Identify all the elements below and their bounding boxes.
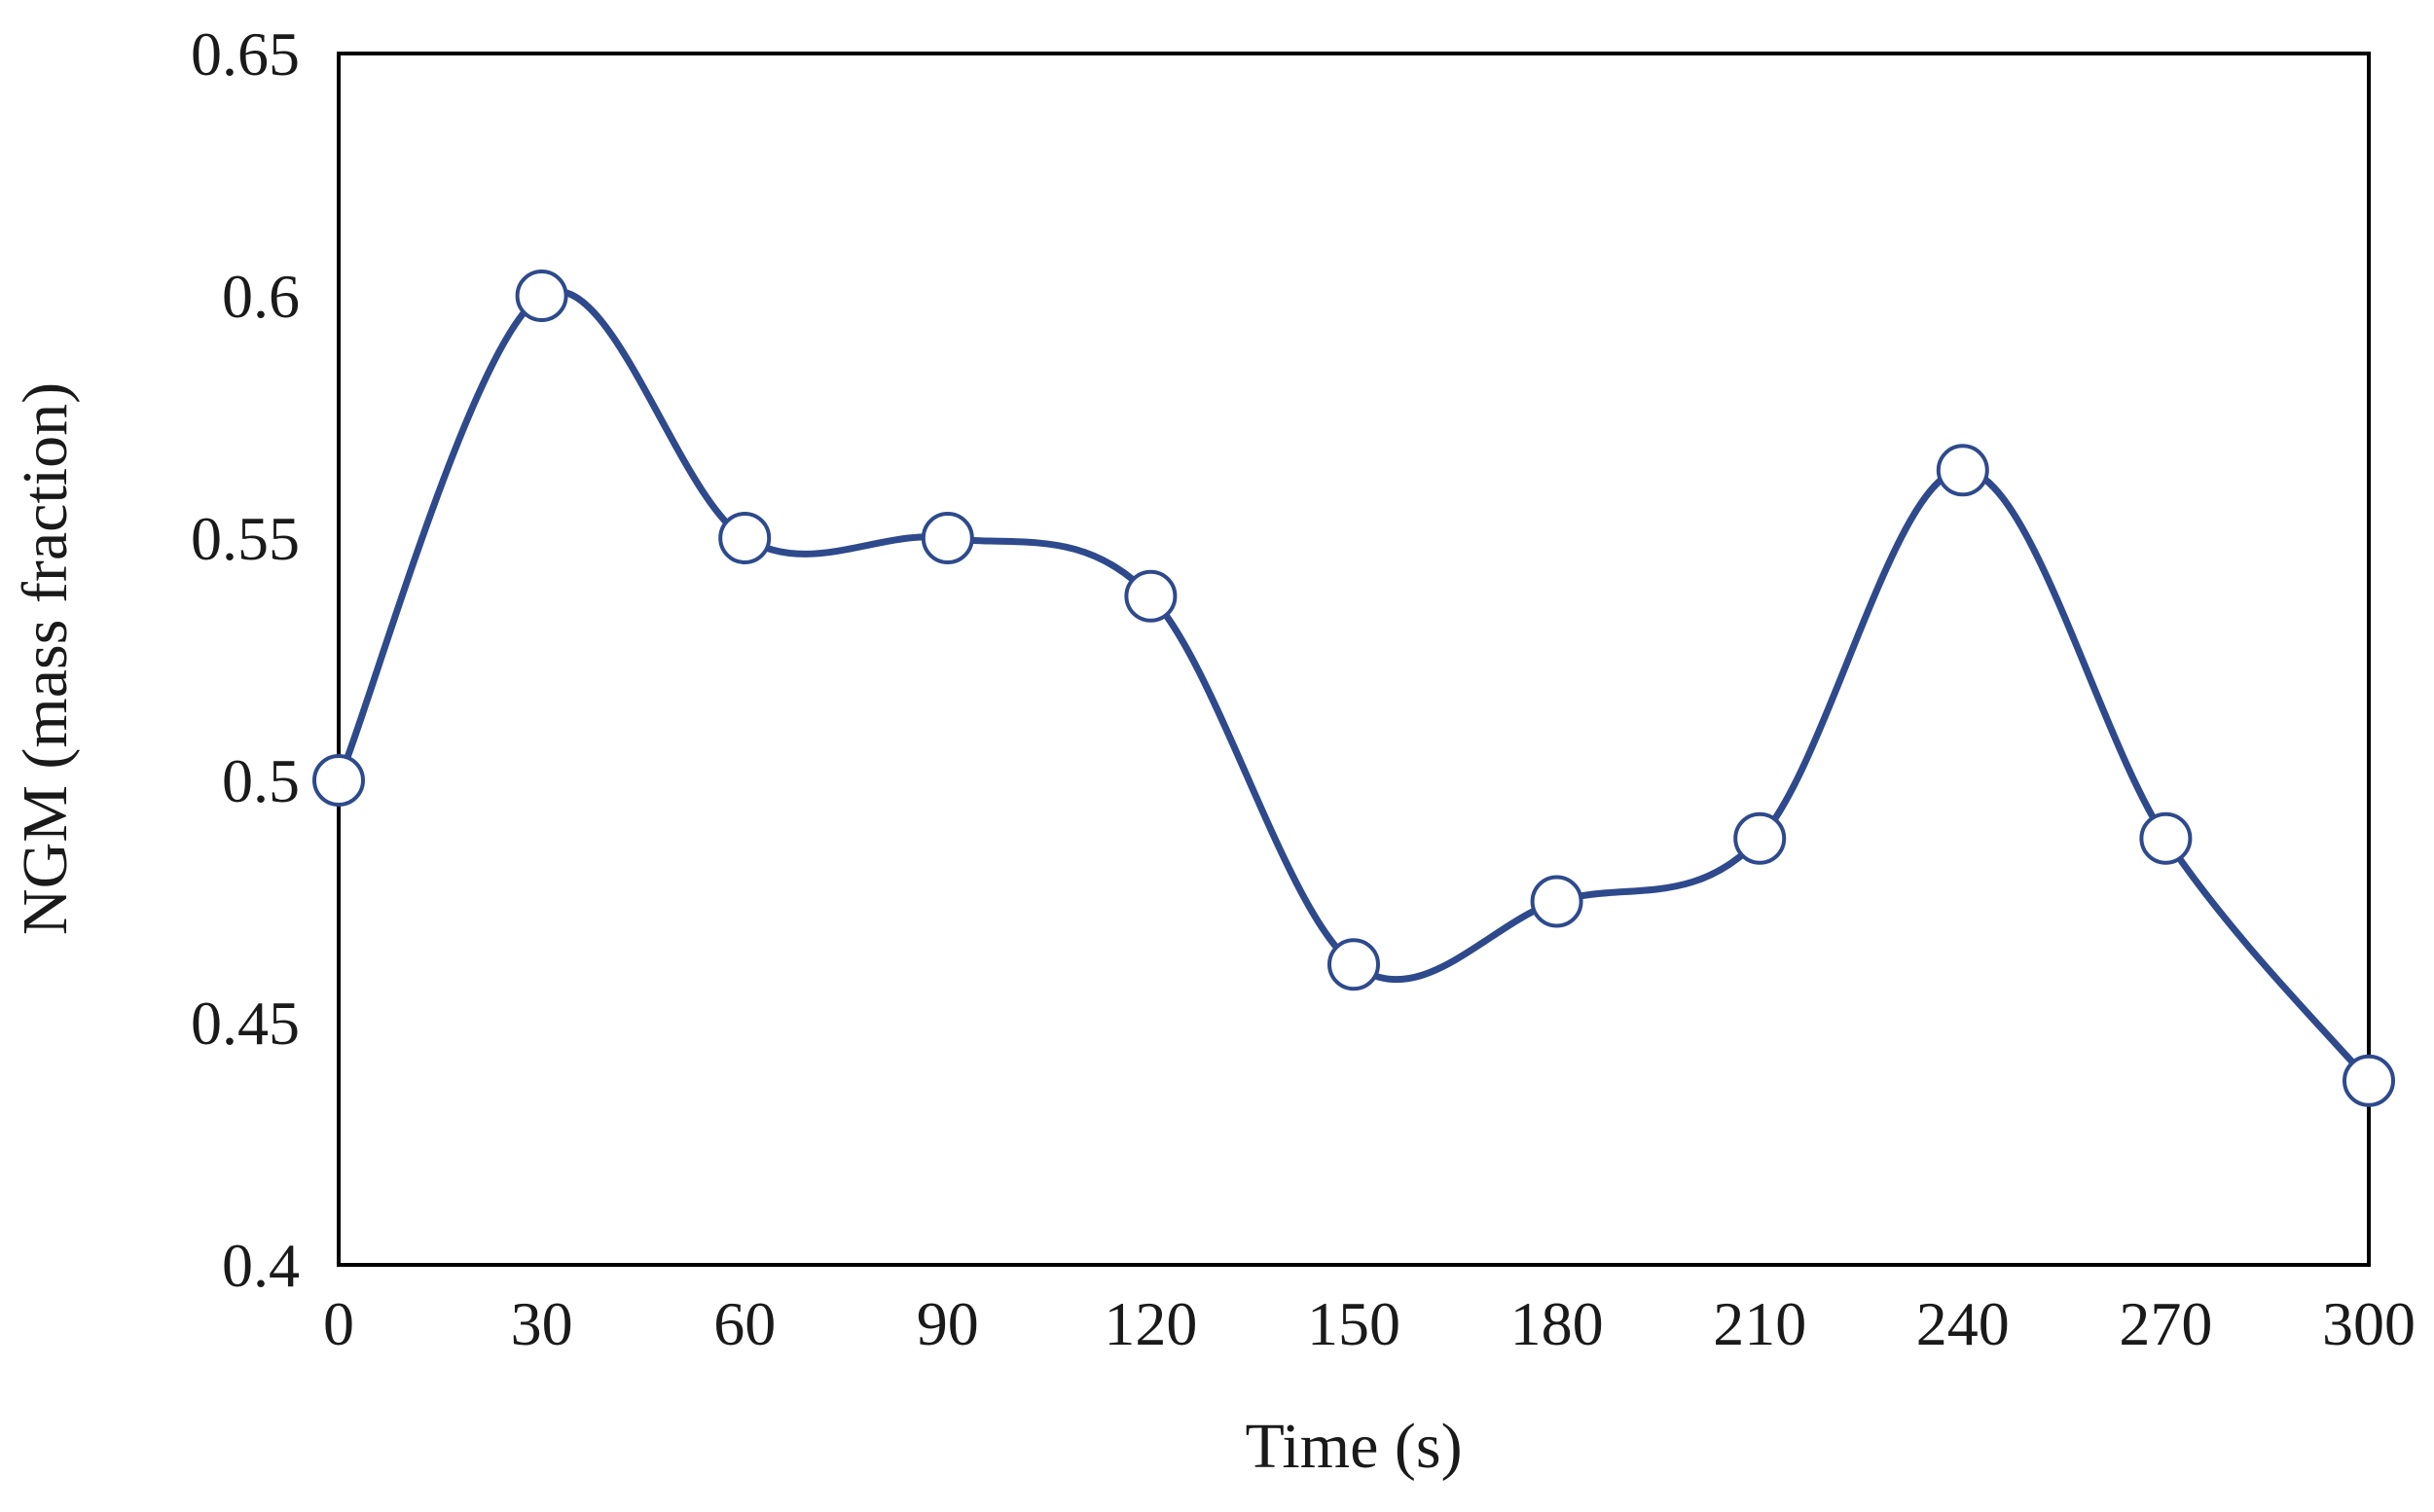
y-tick-label: 0.45 — [191, 989, 300, 1058]
x-tick-label: 120 — [1104, 1289, 1197, 1358]
x-tick-label: 90 — [917, 1289, 979, 1358]
x-tick-label: 300 — [2322, 1289, 2416, 1358]
data-point-marker — [718, 512, 772, 564]
series-markers — [312, 270, 2395, 1107]
data-point-marker — [515, 270, 568, 322]
x-tick-label: 60 — [713, 1289, 776, 1358]
data-point-marker — [921, 512, 974, 564]
y-tick-label: 0.55 — [191, 504, 300, 573]
y-tick-label: 0.5 — [222, 746, 300, 815]
plot-frame — [337, 52, 2371, 1267]
x-axis-tick-labels: 0 30 60 90 120 150 180 210 240 270 300 — [323, 1289, 2416, 1358]
data-point-marker — [312, 754, 365, 807]
y-axis-title: NGM (mass fraction) — [10, 382, 81, 935]
x-tick-label: 210 — [1713, 1289, 1806, 1358]
x-tick-label: 30 — [511, 1289, 573, 1358]
data-point-marker — [2343, 1054, 2395, 1107]
data-point-marker — [1530, 875, 1583, 928]
y-tick-label: 0.4 — [222, 1231, 300, 1300]
y-tick-label: 0.6 — [222, 262, 300, 331]
x-tick-label: 0 — [323, 1289, 354, 1358]
data-point-marker — [1327, 938, 1380, 991]
y-axis-tick-labels: 0.4 0.45 0.5 0.55 0.6 0.65 — [191, 19, 300, 1300]
y-tick-label: 0.65 — [191, 19, 300, 89]
x-tick-label: 180 — [1510, 1289, 1604, 1358]
data-point-marker — [2139, 811, 2193, 865]
x-tick-label: 270 — [2119, 1289, 2212, 1358]
x-tick-label: 150 — [1307, 1289, 1400, 1358]
data-point-marker — [1936, 444, 1989, 497]
x-axis-title: Time (s) — [1245, 1411, 1462, 1482]
x-tick-label: 240 — [1916, 1289, 2010, 1358]
data-point-marker — [1733, 811, 1787, 865]
data-point-marker — [1124, 569, 1178, 623]
